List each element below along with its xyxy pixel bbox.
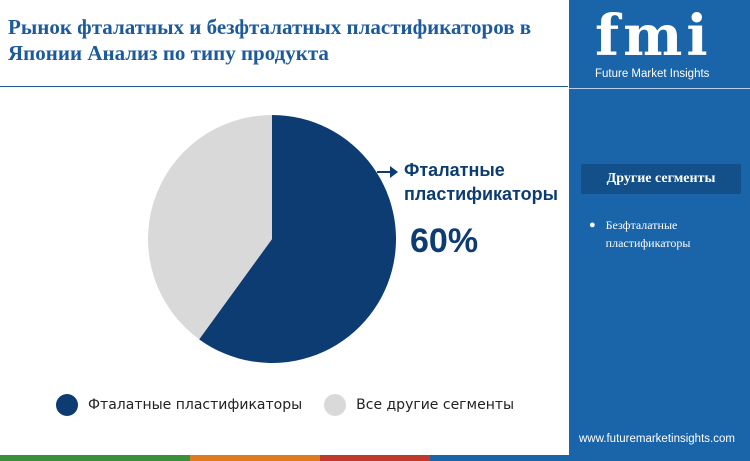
pie-slices	[148, 115, 396, 364]
bottom-bar-segment-red	[320, 455, 430, 461]
segments-header: Другие сегменты	[581, 164, 741, 194]
segments-list: ● Безфталатные пластификаторы	[589, 216, 739, 252]
page-title: Рынок фталатных и безфталатных пластифик…	[8, 15, 532, 65]
logo-caption: Future Market Insights	[595, 68, 710, 80]
legend-swatch-other	[324, 394, 347, 416]
pie-chart	[148, 115, 398, 364]
bullet-icon: ●	[589, 219, 596, 231]
bottom-bar-segment-blue	[430, 455, 569, 461]
segment-item: ● Безфталатные пластификаторы	[589, 216, 739, 252]
bottom-bar-segment-orange	[190, 455, 320, 461]
bottom-bar-segment-green	[0, 455, 190, 461]
callout-label: Фталатные пластификаторы	[404, 160, 558, 204]
logo-divider	[569, 88, 750, 89]
segments-title: Другие сегменты	[606, 171, 716, 186]
legend-item-other: Все другие сегменты	[324, 394, 514, 416]
pie-slice-phthalate	[199, 115, 396, 364]
legend-label-phthalate: Фталатные пластификаторы	[88, 397, 303, 413]
fmi-logo: fmi Future Market Insights	[591, 6, 731, 84]
pie-slice-other	[148, 115, 272, 340]
website-url[interactable]: www.futuremarketinsights.com	[579, 433, 735, 445]
chart-legend: Фталатные пластификаторы Все другие сегм…	[56, 394, 536, 416]
logo-letters: fmi	[595, 3, 712, 69]
title-divider	[0, 86, 568, 87]
legend-item-phthalate: Фталатные пластификаторы	[56, 394, 302, 416]
segment-item-label: Безфталатные пластификаторы	[605, 218, 691, 250]
bottom-color-bar	[0, 455, 569, 461]
callout-arrow	[377, 166, 398, 178]
legend-swatch-phthalate	[56, 394, 78, 416]
legend-label-other: Все другие сегменты	[356, 397, 515, 413]
sidebar: fmi Future Market Insights Другие сегмен…	[569, 0, 750, 461]
callout-value: 60%	[410, 222, 479, 260]
